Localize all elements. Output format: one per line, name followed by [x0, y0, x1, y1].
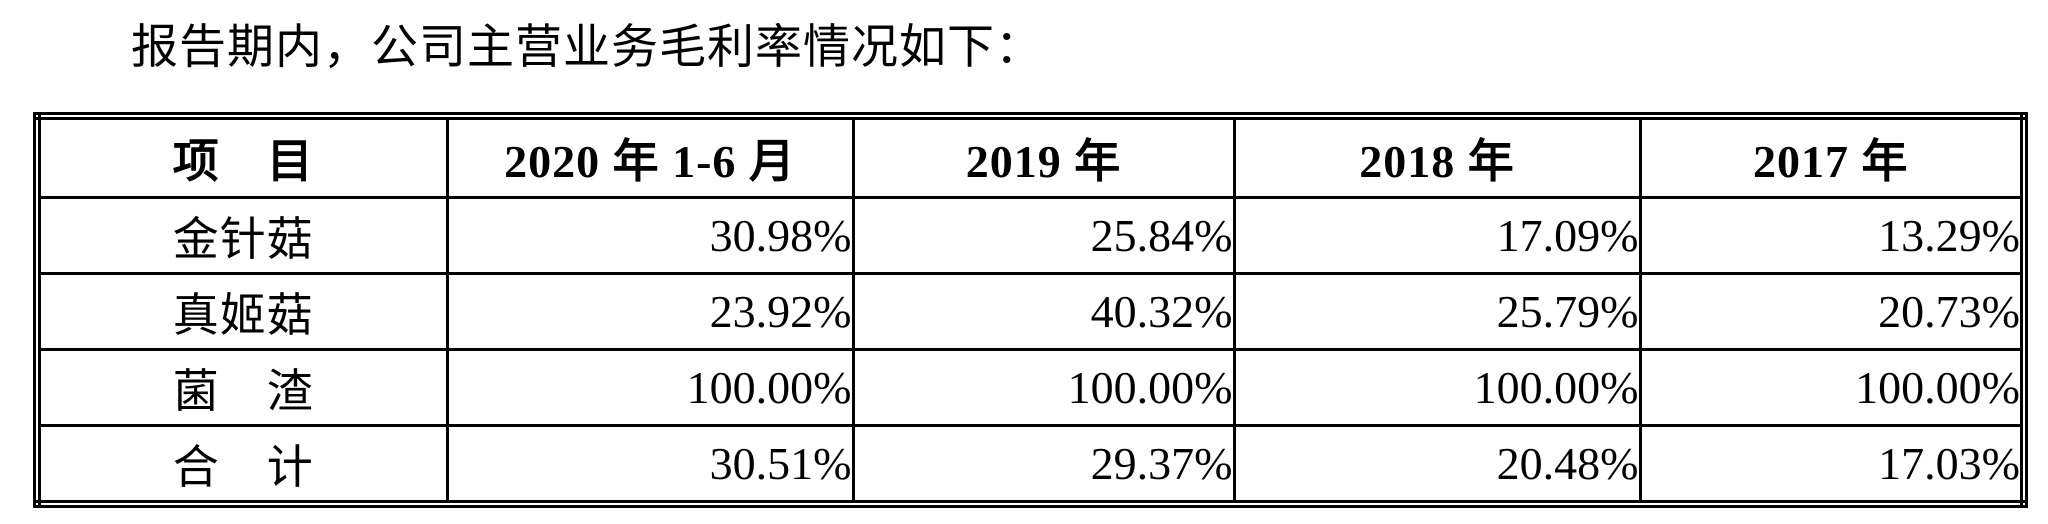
table-header-row: 项 目 2020 年 1-6 月 2019 年 2018 年 2017 年: [35, 114, 2026, 199]
value-cell: 20.73%: [1638, 272, 2026, 351]
row-label: 菌 渣: [35, 348, 449, 427]
value-cell: 30.98%: [445, 196, 855, 275]
value-cell: 100.00%: [1232, 348, 1642, 427]
header-cell-2019: 2019 年: [851, 114, 1236, 199]
value-cell: 23.92%: [445, 272, 855, 351]
value-cell: 17.03%: [1638, 424, 2026, 506]
header-cell-item: 项 目: [35, 114, 449, 199]
row-label: 金针菇: [35, 196, 449, 275]
row-label: 合 计: [35, 424, 449, 506]
table-row: 合 计 30.51% 29.37% 20.48% 17.03%: [35, 424, 2026, 506]
value-cell: 30.51%: [445, 424, 855, 506]
value-cell: 100.00%: [1638, 348, 2026, 427]
value-cell: 17.09%: [1232, 196, 1642, 275]
value-cell: 25.79%: [1232, 272, 1642, 351]
header-cell-2018: 2018 年: [1232, 114, 1642, 199]
header-cell-2017: 2017 年: [1638, 114, 2026, 199]
header-cell-2020h1: 2020 年 1-6 月: [445, 114, 855, 199]
table-row: 金针菇 30.98% 25.84% 17.09% 13.29%: [35, 196, 2026, 275]
value-cell: 29.37%: [851, 424, 1236, 506]
value-cell: 25.84%: [851, 196, 1236, 275]
value-cell: 100.00%: [445, 348, 855, 427]
value-cell: 100.00%: [851, 348, 1236, 427]
row-label: 真姬菇: [35, 272, 449, 351]
table-row: 菌 渣 100.00% 100.00% 100.00% 100.00%: [35, 348, 2026, 427]
value-cell: 20.48%: [1232, 424, 1642, 506]
value-cell: 13.29%: [1638, 196, 2026, 275]
intro-text: 报告期内，公司主营业务毛利率情况如下：: [131, 22, 1043, 74]
gross-margin-table: 项 目 2020 年 1-6 月 2019 年 2018 年 2017 年 金针…: [33, 112, 2028, 508]
table-row: 真姬菇 23.92% 40.32% 25.79% 20.73%: [35, 272, 2026, 351]
value-cell: 40.32%: [851, 272, 1236, 351]
